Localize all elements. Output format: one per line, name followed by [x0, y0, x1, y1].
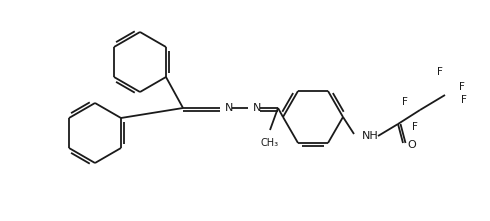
Text: F: F	[402, 97, 408, 107]
Text: NH: NH	[362, 131, 379, 141]
Text: O: O	[407, 140, 416, 150]
Text: N: N	[225, 103, 233, 113]
Text: N: N	[253, 103, 261, 113]
Text: F: F	[437, 67, 443, 77]
Text: F: F	[412, 122, 418, 132]
Text: F: F	[461, 95, 467, 105]
Text: CH₃: CH₃	[261, 138, 279, 148]
Text: F: F	[459, 82, 465, 92]
